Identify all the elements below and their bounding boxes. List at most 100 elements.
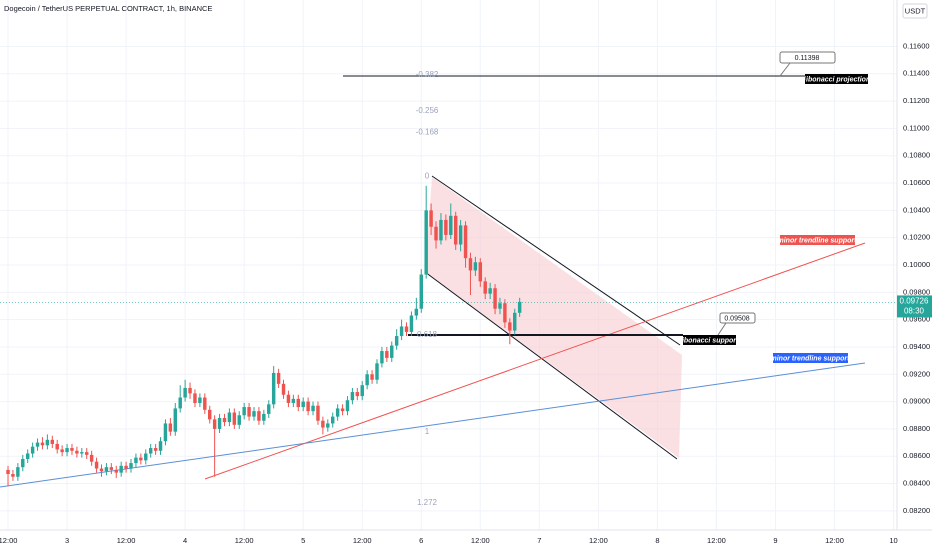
candle-body	[434, 226, 438, 241]
candle-body	[321, 420, 325, 428]
callout-box	[719, 312, 756, 324]
candle-body	[453, 215, 458, 245]
candle-body	[16, 467, 20, 477]
blue-trendline	[0, 362, 866, 488]
candle-body	[168, 423, 173, 432]
y-tick-label: 0.10000	[903, 260, 930, 269]
candle-body	[281, 383, 286, 395]
currency-box[interactable]	[902, 3, 928, 19]
y-tick-label: 0.11600	[903, 41, 930, 50]
candle-body	[503, 303, 507, 323]
candle-body	[40, 442, 45, 446]
candle-body	[483, 281, 487, 294]
fib-level-label: 1.272	[417, 498, 438, 507]
y-tick-label: 0.08200	[903, 506, 930, 515]
x-tick-label: 12:00	[471, 536, 490, 545]
candle-body	[35, 442, 40, 447]
x-tick-label: 3	[65, 536, 69, 545]
candle-body	[257, 411, 261, 421]
candle-body	[340, 408, 345, 412]
candle-body	[173, 408, 178, 432]
label-box	[805, 74, 868, 84]
y-tick-label: 0.08600	[903, 451, 930, 460]
fib-level-label: -0.382	[416, 70, 439, 79]
y-tick-label: 0.10800	[903, 151, 930, 160]
candle-body	[439, 219, 443, 241]
callout-text: 0.11398	[795, 55, 820, 62]
candle-body	[326, 423, 330, 428]
label-text: minor trendline support	[771, 355, 851, 362]
candle-body	[45, 439, 50, 446]
candle-body	[178, 397, 182, 409]
channel-lower	[424, 271, 678, 460]
candle-body	[399, 326, 404, 337]
y-tick-label: 0.09800	[903, 287, 930, 296]
candle-body	[468, 258, 473, 271]
candle-body	[365, 374, 369, 386]
channel-fill	[425, 177, 682, 458]
candle-body	[247, 407, 251, 417]
candle-body	[60, 449, 64, 453]
x-tick-label: 12:00	[707, 536, 726, 545]
candle-body	[208, 409, 212, 420]
candle-body	[252, 411, 256, 417]
candle-body	[276, 372, 281, 384]
channel-upper	[431, 175, 681, 346]
last-price-box	[897, 295, 932, 318]
x-tick-label: 12:00	[825, 536, 844, 545]
fib-level-label: 0.618	[417, 330, 438, 339]
x-tick-label: 9	[773, 536, 777, 545]
label-box	[683, 335, 736, 345]
candle-body	[262, 413, 266, 421]
candle-body	[30, 446, 35, 454]
fib-level-label: 1	[425, 427, 430, 436]
candle-body	[129, 463, 133, 469]
candle-body	[70, 448, 74, 451]
y-tick-label: 0.10200	[903, 233, 930, 242]
y-tick-label: 0.09000	[903, 397, 930, 406]
callout-pointer	[779, 62, 791, 77]
candle-body	[85, 452, 89, 455]
candle-body	[109, 467, 114, 470]
candle-body	[163, 423, 168, 442]
candle-body	[188, 387, 192, 394]
candle-body	[203, 397, 207, 410]
candle-body	[119, 465, 123, 473]
candle-body	[478, 262, 483, 282]
callout-box	[779, 51, 836, 64]
x-tick-label: 12:00	[117, 536, 136, 545]
axes: 0.08200 0.08400 0.08600 0.08800 0.09000 0.092…	[0, 41, 930, 545]
candle-body	[404, 326, 409, 332]
candle-body	[449, 215, 453, 235]
candle-body	[360, 385, 364, 397]
x-tick-label: 12:00	[235, 536, 254, 545]
fib-labels: -0.382 -0.256 -0.168 0 0.618 1 1.272	[416, 70, 439, 507]
candle-body	[198, 397, 202, 403]
candle-body	[114, 469, 118, 473]
candle-body	[217, 417, 222, 429]
x-tick-label: 12:00	[589, 536, 608, 545]
candle-body	[390, 345, 394, 358]
candle-body	[242, 407, 246, 416]
candle-body	[271, 372, 276, 405]
fib-level-label: -0.168	[416, 128, 439, 137]
y-tick-label: 0.10600	[903, 178, 930, 187]
candle-body	[458, 225, 463, 245]
candle-body	[414, 308, 419, 316]
candle-body	[463, 225, 468, 259]
candle-body	[385, 351, 389, 358]
label-box	[780, 235, 855, 245]
candle-body	[370, 374, 374, 380]
candle-body	[55, 443, 59, 450]
fib-level-label: 0	[425, 171, 430, 180]
candle-body	[153, 448, 158, 451]
x-tick-label: 10	[889, 536, 897, 545]
candle-body	[498, 303, 502, 309]
candle-body	[394, 336, 399, 346]
candle-body	[424, 210, 428, 275]
candle-body	[355, 392, 360, 397]
y-tick-label: 0.10400	[903, 205, 930, 214]
candle-body	[193, 393, 197, 403]
candle-body	[158, 441, 163, 451]
candle-body	[335, 408, 340, 417]
